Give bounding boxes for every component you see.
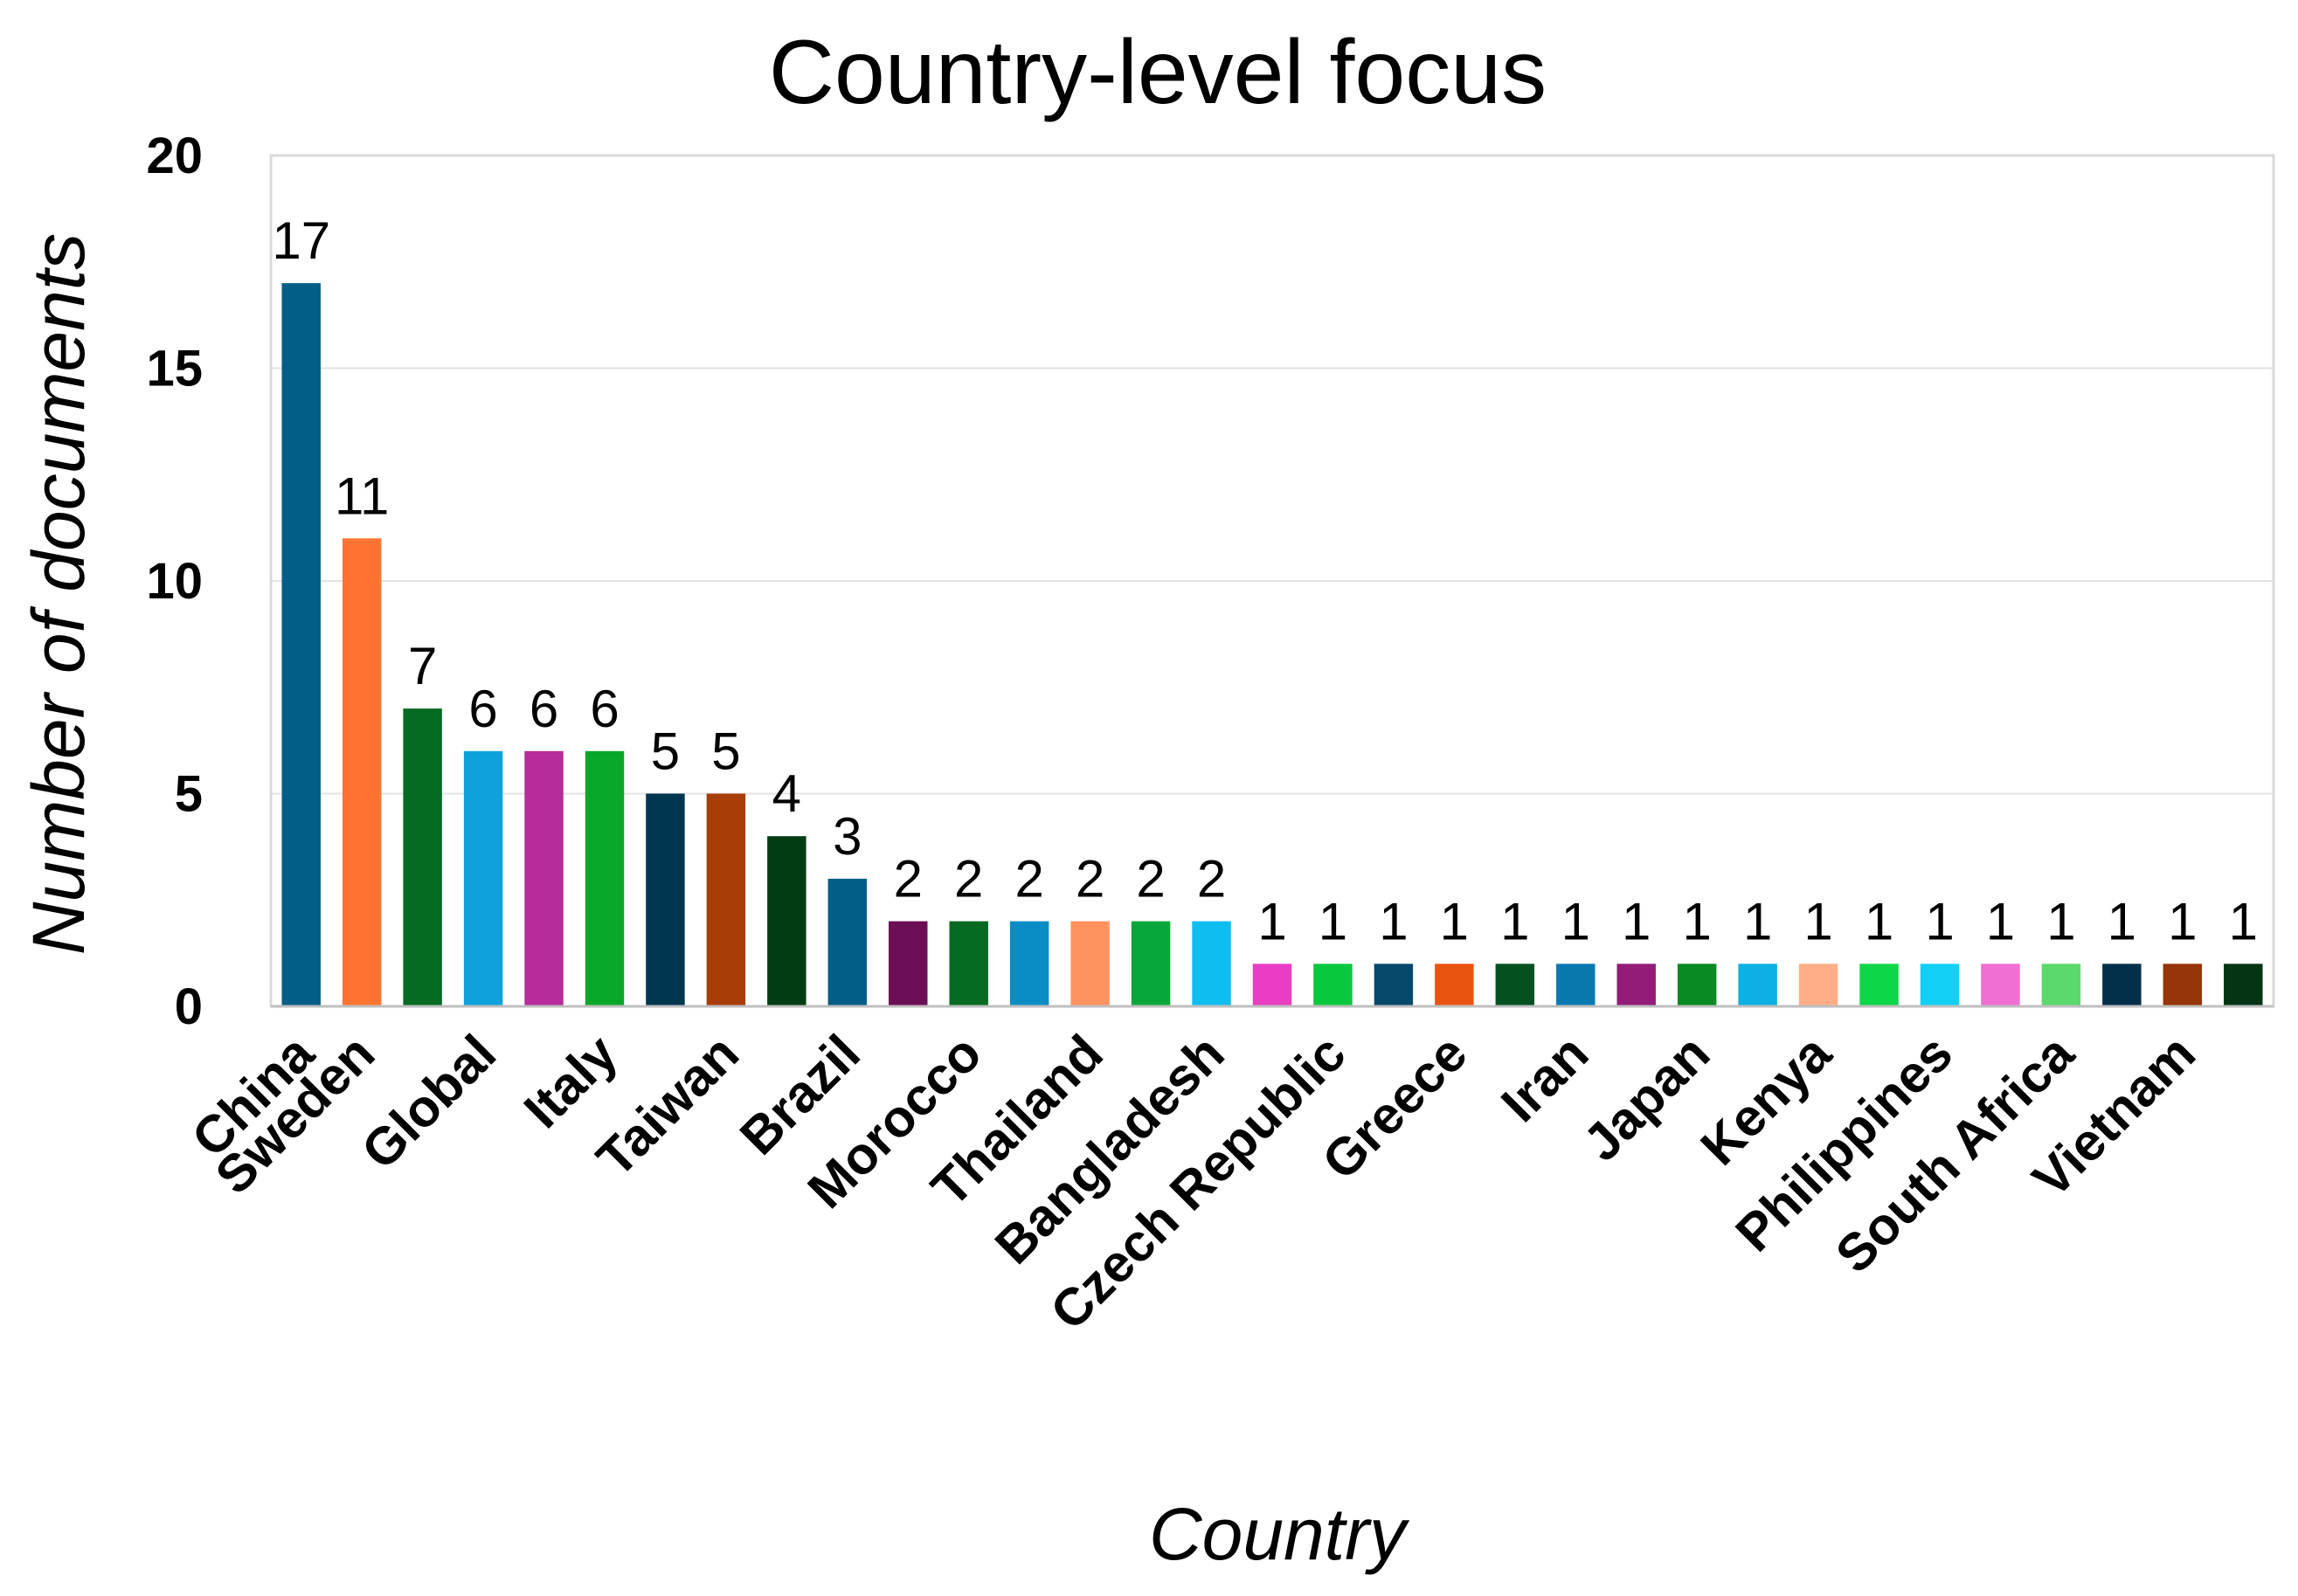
bar <box>646 793 685 1006</box>
data-label: 1 <box>1986 892 2015 950</box>
data-label: 1 <box>1865 892 1893 950</box>
bar <box>1859 964 1899 1006</box>
data-label: 6 <box>590 680 619 738</box>
y-tick-label: 15 <box>146 341 203 397</box>
x-tick-label: Japan <box>1572 1024 1720 1172</box>
data-label: 1 <box>1319 892 1347 950</box>
bar <box>1920 964 1960 1006</box>
bar <box>524 750 564 1006</box>
bar <box>2041 964 2081 1006</box>
data-label: 4 <box>772 764 801 823</box>
data-label: 1 <box>1500 892 1529 950</box>
y-axis-ticks: 0 5 10 15 20 <box>146 128 203 1035</box>
bar <box>281 283 321 1007</box>
bar <box>1252 964 1292 1006</box>
data-label: 1 <box>2108 892 2136 950</box>
bar <box>1374 964 1414 1006</box>
data-label: 6 <box>468 680 497 738</box>
bar <box>1981 964 2020 1006</box>
data-label: 1 <box>1803 892 1832 950</box>
bar <box>1738 964 1777 1006</box>
bar <box>1798 964 1838 1006</box>
data-label: 17 <box>272 211 330 270</box>
data-label: 5 <box>711 722 740 781</box>
data-label: 11 <box>335 466 389 525</box>
bar <box>1616 964 1656 1006</box>
y-axis-title: Number of documents <box>17 233 100 955</box>
data-label: 1 <box>1440 892 1469 950</box>
bar <box>585 750 625 1006</box>
data-label: 2 <box>894 850 923 909</box>
bar <box>949 921 988 1006</box>
x-tick-label: Iran <box>1490 1024 1599 1133</box>
bar <box>1677 964 1717 1006</box>
data-label: 1 <box>1743 892 1772 950</box>
data-label: 5 <box>651 722 680 781</box>
bars <box>281 283 2263 1007</box>
bar <box>1495 964 1535 1006</box>
y-tick-label: 0 <box>175 978 203 1035</box>
data-label: 2 <box>1014 850 1043 909</box>
bar <box>1070 921 1110 1006</box>
data-label: 1 <box>1561 892 1590 950</box>
bar <box>706 793 746 1006</box>
data-label: 1 <box>1379 892 1408 950</box>
bar <box>342 538 382 1006</box>
data-label: 2 <box>1136 850 1165 909</box>
y-tick-label: 20 <box>146 128 203 184</box>
y-tick-label: 10 <box>146 553 203 610</box>
data-label: 7 <box>408 637 437 695</box>
x-axis-title: Country <box>1149 1493 1410 1575</box>
bar <box>2163 964 2203 1006</box>
bar <box>1435 964 1474 1006</box>
bar <box>1192 921 1231 1006</box>
bar <box>2224 964 2263 1006</box>
bar <box>403 708 442 1006</box>
data-label: 1 <box>1682 892 1711 950</box>
bar <box>2102 964 2142 1006</box>
data-label: 3 <box>833 807 862 866</box>
bar <box>463 750 503 1006</box>
data-label: 2 <box>1076 850 1104 909</box>
data-label: 1 <box>1622 892 1651 950</box>
bar <box>889 921 928 1006</box>
data-label: 1 <box>1925 892 1954 950</box>
data-label: 1 <box>2168 892 2197 950</box>
gridlines <box>271 367 2274 795</box>
bar <box>767 836 806 1006</box>
bar <box>1556 964 1595 1006</box>
bar <box>1313 964 1353 1006</box>
y-tick-label: 5 <box>175 766 203 823</box>
data-label: 1 <box>2046 892 2075 950</box>
bar <box>1009 921 1049 1006</box>
bar <box>1131 921 1171 1006</box>
data-label: 1 <box>1257 892 1286 950</box>
data-label: 2 <box>954 850 983 909</box>
x-tick-label: Global <box>350 1024 507 1180</box>
data-label: 2 <box>1197 850 1226 909</box>
data-label: 6 <box>530 680 558 738</box>
data-label: 1 <box>2229 892 2258 950</box>
chart-title: Country-level focus <box>769 22 1547 123</box>
bar <box>827 878 868 1006</box>
